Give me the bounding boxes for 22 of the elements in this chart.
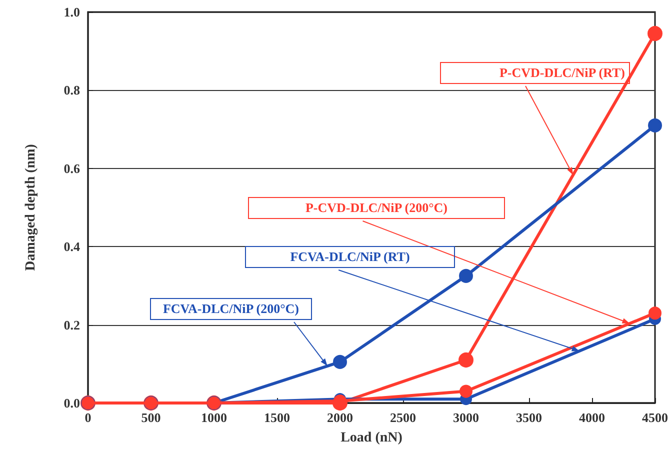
y-axis-title: Damaged depth (nm): [24, 144, 38, 271]
x-tick-label: 0: [84, 410, 92, 425]
x-tick-label: 4000: [579, 410, 605, 425]
series-label: P-CVD-DLC/NiP (RT): [440, 62, 630, 84]
x-tick-label: 2000: [327, 410, 353, 425]
x-tick-label: 1500: [264, 410, 290, 425]
text: FCVA-DLC/NiP (200°C): [150, 298, 312, 320]
x-tick-label: 3500: [516, 410, 542, 425]
text: FCVA-DLC/NiP (RT): [245, 246, 455, 268]
y-tick-label: 0.8: [64, 82, 80, 98]
x-tick-label: 2500: [390, 410, 416, 425]
x-tick-label: 4500: [642, 410, 668, 425]
y-tick-label: 0.4: [64, 239, 80, 254]
x-tick-label: 3000: [453, 410, 479, 425]
y-tick-label: 0.0: [64, 396, 80, 410]
y-tick-label: 0.2: [64, 317, 80, 332]
text: P-CVD-DLC/NiP (200°C): [248, 197, 505, 219]
x-tick-label: 1000: [201, 410, 227, 425]
x-tick-label: 500: [141, 410, 161, 425]
y-tick-label: 0.6: [64, 160, 80, 176]
y-tick-label: 1.0: [64, 4, 80, 20]
x-axis-title: Load (nN): [340, 430, 403, 446]
